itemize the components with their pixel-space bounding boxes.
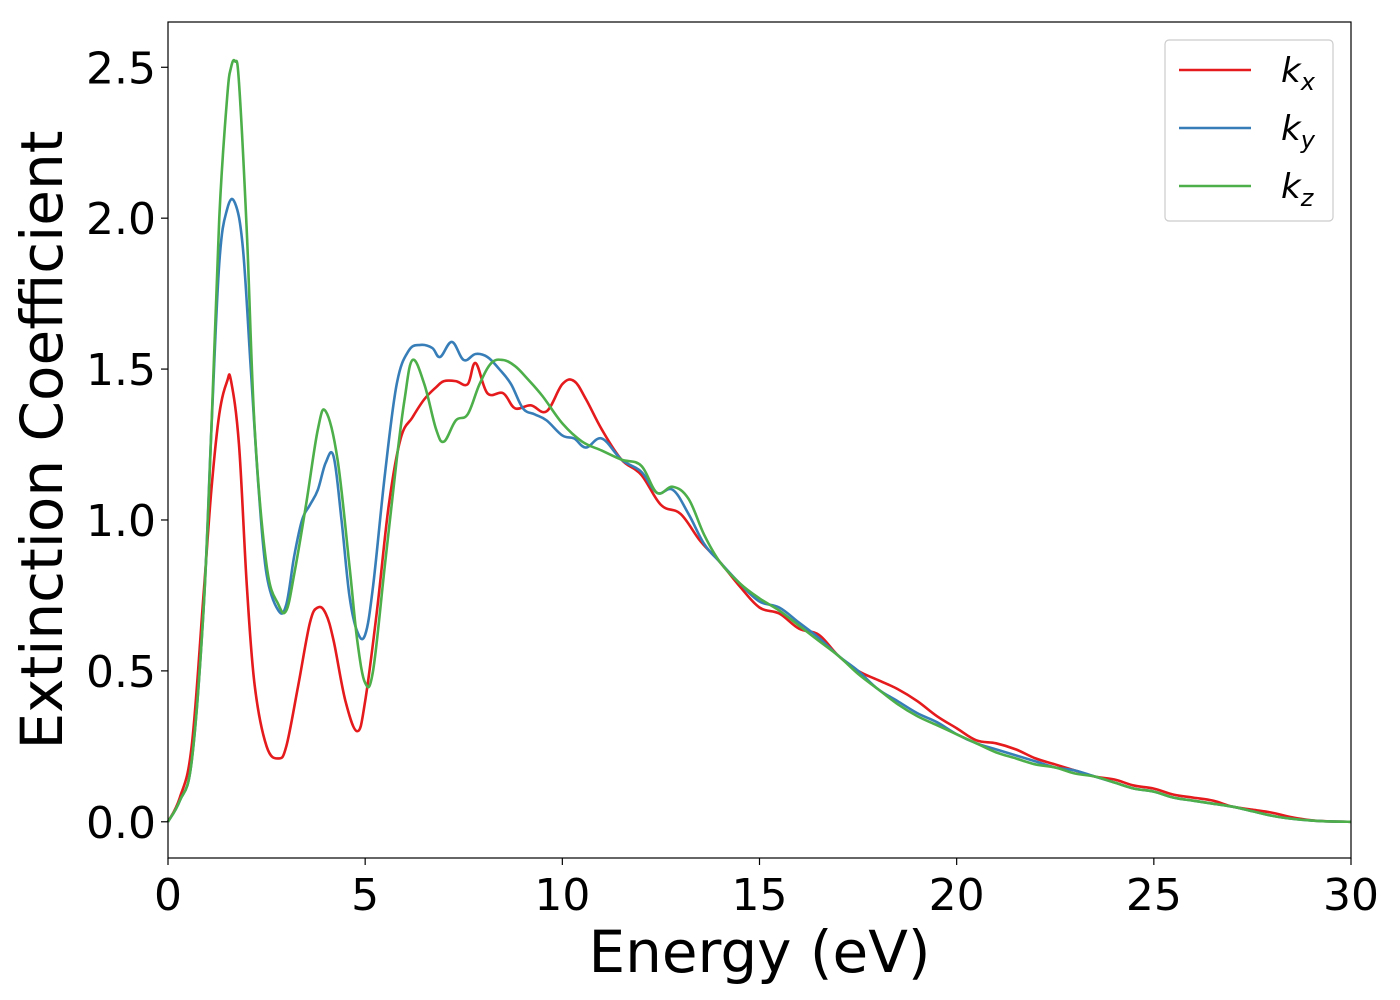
x-axis-label: Energy (eV) (588, 918, 930, 986)
legend-label-subscript: x (1300, 68, 1316, 96)
x-tick-label: 5 (351, 870, 379, 921)
y-tick-label: 2.5 (86, 43, 156, 94)
x-tick-label: 25 (1126, 870, 1182, 921)
legend-label-main: k (1281, 167, 1302, 207)
series-layer (166, 58, 1352, 824)
series-line-ky (166, 197, 1352, 824)
series-line-kz (166, 58, 1352, 824)
legend-box (1164, 39, 1334, 222)
y-axis: 0.0 0.5 1.0 1.5 2.0 2.5 (86, 43, 168, 849)
legend-label-kx: kx (1281, 51, 1316, 96)
y-tick-label: 0.0 (86, 798, 156, 849)
y-tick-label: 0.5 (86, 647, 156, 698)
y-axis-label: Extinction Coefficient (8, 131, 76, 750)
legend-label-main: k (1281, 109, 1302, 149)
x-tick-label: 20 (929, 870, 985, 921)
legend-label-subscript: y (1300, 126, 1316, 154)
x-axis: 0 5 10 15 20 25 30 (154, 858, 1379, 921)
x-tick-label: 0 (154, 870, 182, 921)
x-tick-label: 10 (534, 870, 590, 921)
x-tick-label: 30 (1323, 870, 1379, 921)
y-tick-label: 2.0 (86, 194, 156, 245)
x-tick-label: 15 (732, 870, 788, 921)
y-tick-label: 1.5 (86, 345, 156, 396)
legend-label-kz: kz (1281, 167, 1315, 212)
legend-label-main: k (1281, 51, 1302, 91)
y-tick-label: 1.0 (86, 496, 156, 547)
legend-label-ky: ky (1281, 109, 1316, 154)
plot-area (168, 22, 1351, 858)
legend-label-subscript: z (1300, 184, 1315, 212)
